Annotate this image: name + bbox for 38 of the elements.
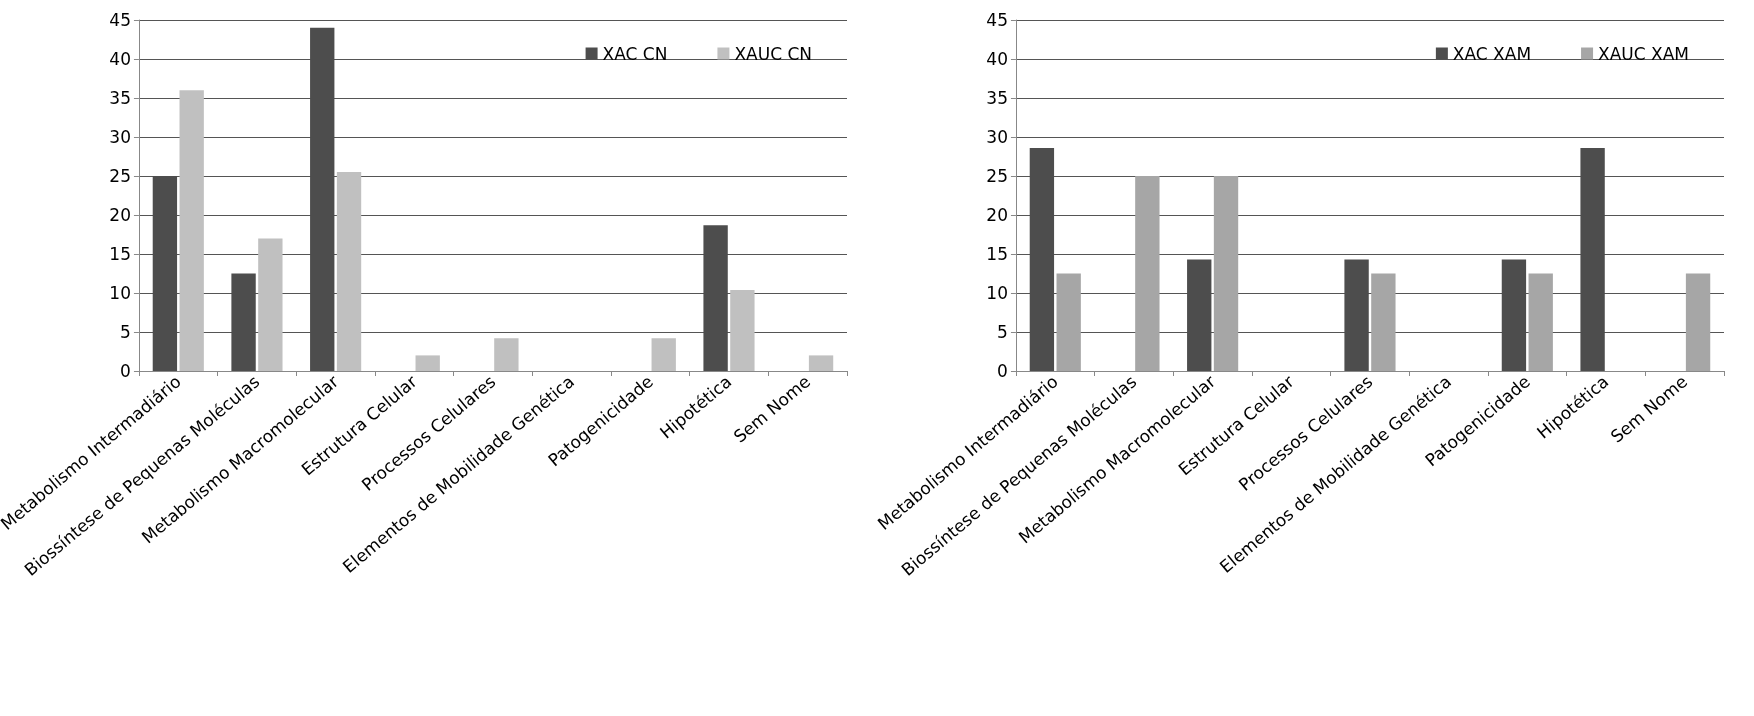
y-tick-label: 30: [986, 127, 1008, 147]
y-tick-label: 30: [109, 127, 131, 147]
y-tick-label: 45: [109, 10, 131, 30]
bar: [494, 338, 519, 371]
y-tick-label: 15: [986, 244, 1008, 264]
y-tick-label: 40: [109, 49, 131, 69]
legend-label: XAUC XAM: [1598, 43, 1689, 64]
y-tick-label: 5: [120, 322, 131, 342]
bar: [1213, 176, 1239, 371]
bar: [1685, 273, 1711, 371]
y-tick-label: 25: [986, 166, 1008, 186]
bar: [1371, 273, 1396, 371]
y-tick-label: 0: [120, 361, 131, 381]
y-tick-label: 40: [986, 49, 1008, 69]
bar: [730, 289, 755, 371]
bar: [1056, 273, 1081, 371]
bar: [1528, 273, 1553, 371]
bar: [179, 90, 204, 371]
y-tick-label: 15: [109, 244, 131, 264]
y-tick-label: 20: [986, 205, 1008, 225]
y-tick-label: 35: [109, 88, 131, 108]
legend-label: XAC XAM: [1452, 43, 1532, 64]
bar: [415, 355, 440, 371]
bar: [258, 238, 283, 371]
bar: [1135, 176, 1160, 371]
legend-label: XAUC CN: [734, 43, 813, 64]
y-tick-label: 0: [997, 361, 1008, 381]
y-tick-label: 20: [109, 205, 131, 225]
y-tick-label: 10: [109, 283, 131, 303]
bar: [808, 355, 834, 371]
y-tick-label: 25: [109, 166, 131, 186]
legend-label: XAC CN: [602, 43, 668, 64]
y-tick-label: 45: [986, 10, 1008, 30]
y-tick-label: 35: [986, 88, 1008, 108]
y-tick-label: 10: [986, 283, 1008, 303]
y-tick-label: 5: [997, 322, 1008, 342]
bar: [651, 338, 676, 371]
bar: [336, 172, 362, 371]
